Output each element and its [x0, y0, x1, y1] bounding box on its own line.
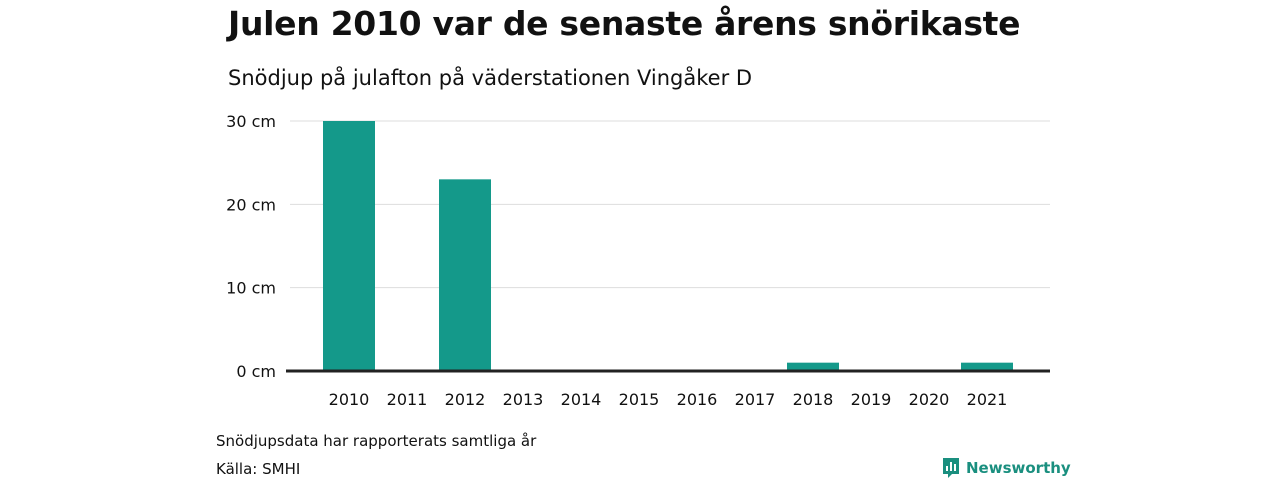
x-tick-label: 2021	[967, 390, 1008, 409]
newsworthy-logo-icon	[942, 457, 960, 479]
bar	[323, 121, 375, 371]
bar	[439, 179, 491, 371]
x-tick-label: 2010	[329, 390, 370, 409]
y-tick-label: 20 cm	[226, 195, 276, 214]
source-note: Källa: SMHI	[216, 460, 301, 478]
bar	[961, 362, 1013, 371]
x-tick-label: 2015	[619, 390, 660, 409]
y-tick-label: 30 cm	[226, 112, 276, 131]
brand-logo[interactable]: Newsworthy	[942, 457, 1071, 479]
y-tick-label: 10 cm	[226, 279, 276, 298]
bar	[787, 362, 839, 371]
x-tick-label: 2017	[735, 390, 776, 409]
chart-title: Julen 2010 var de senaste årens snörikas…	[228, 4, 1021, 43]
x-tick-label: 2018	[793, 390, 834, 409]
chart-subtitle: Snödjup på julafton på väderstationen Vi…	[228, 66, 753, 90]
x-tick-label: 2016	[677, 390, 718, 409]
x-tick-label: 2011	[387, 390, 428, 409]
footnote: Snödjupsdata har rapporterats samtliga å…	[216, 432, 537, 450]
x-tick-label: 2013	[503, 390, 544, 409]
brand-name: Newsworthy	[966, 459, 1071, 477]
y-tick-label: 0 cm	[236, 362, 276, 381]
x-tick-label: 2019	[851, 390, 892, 409]
bar-chart: 0 cm 10 cm 20 cm 30 cm 2010 2011 2012 2013 2014 2…	[226, 112, 1050, 409]
x-tick-label: 2014	[561, 390, 602, 409]
x-tick-label: 2012	[445, 390, 486, 409]
x-tick-label: 2020	[909, 390, 950, 409]
